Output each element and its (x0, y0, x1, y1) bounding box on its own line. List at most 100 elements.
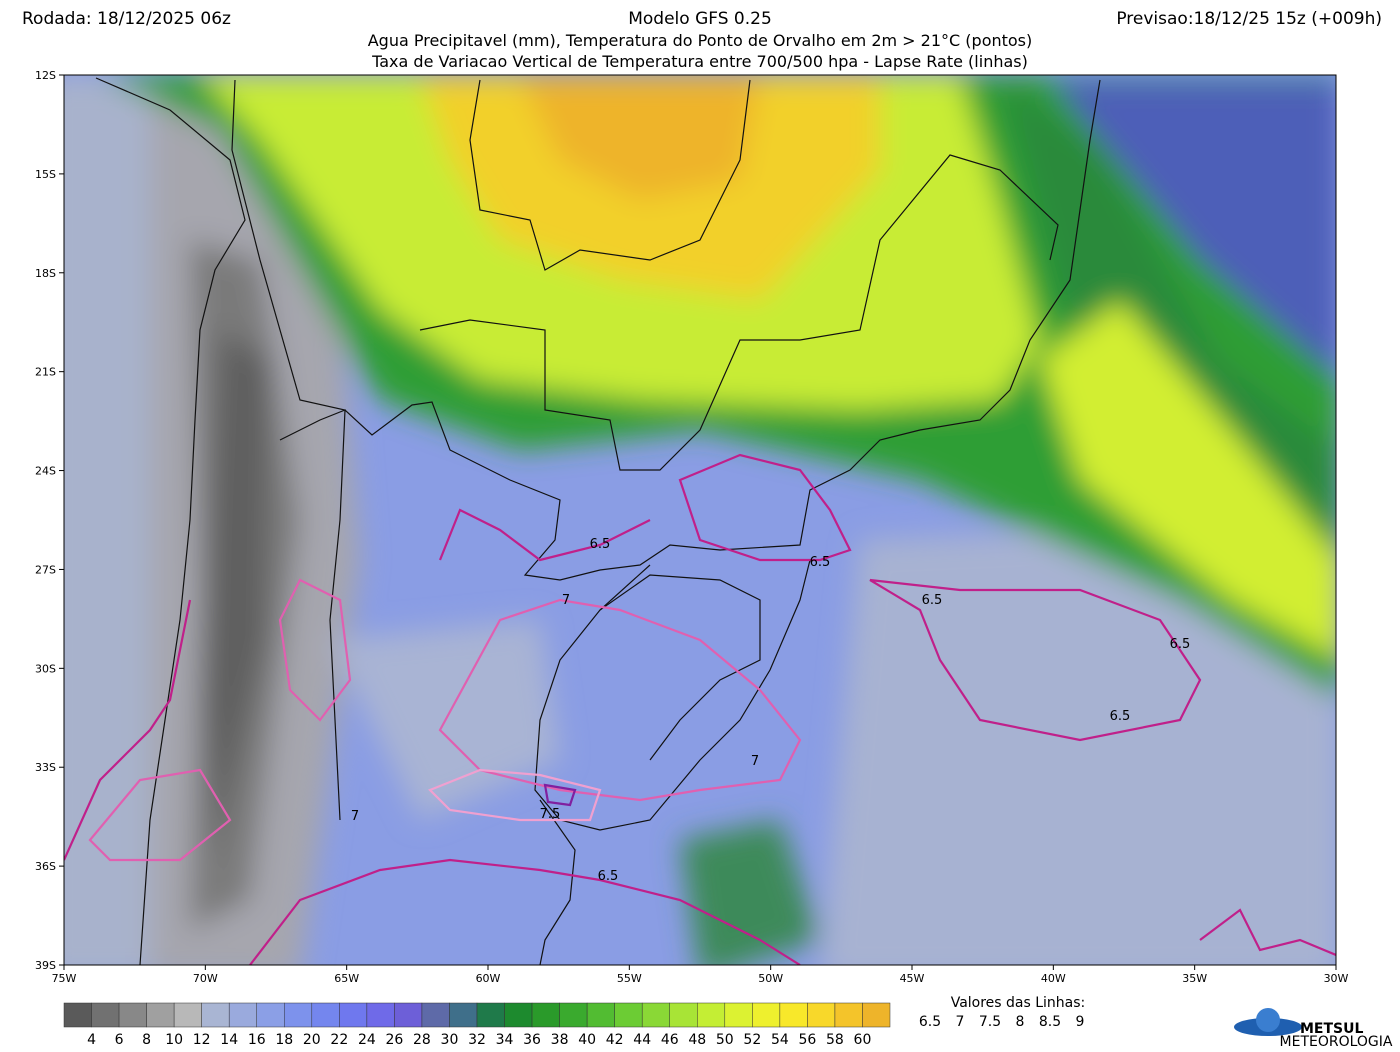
contour-label: 6.5 (1170, 637, 1191, 652)
colorbar-label: 4 (87, 1032, 96, 1048)
line-legend-value: 7 (956, 1014, 965, 1030)
logo: METSUL METEOROLOGIA (1234, 1008, 1393, 1050)
lon-label: 75W (52, 972, 77, 985)
colorbar-label: 38 (551, 1032, 569, 1048)
line-legend-value: 9 (1076, 1014, 1085, 1030)
colorbar-label: 42 (606, 1032, 624, 1048)
colorbar-swatch (834, 1002, 863, 1028)
line-legend-value: 7.5 (979, 1014, 1001, 1030)
colorbar-label: 50 (716, 1032, 734, 1048)
borders (95, 77, 1101, 965)
lat-label: 36S (35, 860, 56, 873)
colorbar-swatch (862, 1002, 891, 1028)
contour-label: 6.5 (922, 593, 943, 608)
colorbar-label: 6 (115, 1032, 124, 1048)
colorbar-swatch (284, 1002, 313, 1028)
colorbar-swatch (641, 1002, 670, 1028)
colorbar-swatch (201, 1002, 230, 1028)
colorbar-label: 36 (523, 1032, 541, 1048)
lat-label: 21S (35, 366, 56, 379)
colorbar-label: 24 (358, 1032, 376, 1048)
colorbar-swatch (779, 1002, 808, 1028)
colorbar-label: 58 (826, 1032, 844, 1048)
line-legend-value: 6.5 (919, 1014, 941, 1030)
lat-label: 12S (35, 69, 56, 82)
lon-label: 35W (1182, 972, 1207, 985)
colorbar-label: 18 (275, 1032, 293, 1048)
model-name: Modelo GFS 0.25 (628, 9, 772, 29)
colorbar-label: 8 (142, 1032, 151, 1048)
lon-label: 50W (758, 972, 783, 985)
logo-name: METSUL (1300, 1021, 1363, 1037)
run-time: Rodada: 18/12/2025 06z (22, 9, 231, 29)
contour-label: 7 (562, 593, 570, 608)
contour-label: 6.5 (598, 869, 619, 884)
colorbar-label: 12 (193, 1032, 211, 1048)
contour-label: 6.5 (1110, 709, 1131, 724)
colorbar-swatch (669, 1002, 698, 1028)
colorbar-swatch (63, 1002, 92, 1028)
colorbar-swatch (559, 1002, 588, 1028)
contour-label: 7 (751, 754, 759, 769)
colorbar-swatch (118, 1002, 147, 1028)
colorbar-swatch (807, 1002, 836, 1028)
lon-label: 30W (1324, 972, 1349, 985)
colorbar-label: 40 (578, 1032, 596, 1048)
lat-label: 30S (35, 662, 56, 675)
lon-label: 45W (900, 972, 925, 985)
subtitle: Agua Precipitavel (mm), Temperatura do P… (368, 31, 1033, 50)
colorbar-label: 32 (468, 1032, 486, 1048)
map-frame (63, 74, 1337, 966)
colorbar-swatch (531, 1002, 560, 1028)
colorbar-label: 44 (633, 1032, 651, 1048)
colorbar-label: 60 (854, 1032, 872, 1048)
colorbar-swatch (228, 1002, 257, 1028)
colorbar-swatch (504, 1002, 533, 1028)
colorbar-swatch (476, 1002, 505, 1028)
lat-label: 33S (35, 761, 56, 774)
lon-label: 40W (1041, 972, 1066, 985)
subtitle: Taxa de Variacao Vertical de Temperatura… (371, 52, 1028, 71)
colorbar-swatch (586, 1002, 615, 1028)
lat-label: 39S (35, 959, 56, 972)
lon-label: 60W (476, 972, 501, 985)
line-legend-value: 8.5 (1039, 1014, 1061, 1030)
colorbar-swatch (146, 1002, 175, 1028)
colorbar-swatch (394, 1002, 423, 1028)
map: 6.5 6.5 6.5 6.5 6.5 7 7 7 7.5 6.5 (64, 75, 1336, 965)
colorbar-swatch (614, 1002, 643, 1028)
colorbar-label: 30 (441, 1032, 459, 1048)
line-legend-title: Valores das Linhas: (951, 995, 1086, 1011)
contour-label: 6.5 (810, 555, 831, 570)
colorbar-swatch (366, 1002, 395, 1028)
lat-label: 27S (35, 563, 56, 576)
lat-label: 24S (35, 465, 56, 478)
colorbar-swatch (173, 1002, 202, 1028)
contour-label: 7 (351, 809, 359, 824)
colorbar-label: 34 (496, 1032, 514, 1048)
colorbar-swatch (724, 1002, 753, 1028)
colorbar-label: 46 (661, 1032, 679, 1048)
lapse-rate-lines (64, 453, 1336, 965)
forecast-time: Previsao:18/12/25 15z (+009h) (1116, 9, 1382, 29)
colorbar-swatch (256, 1002, 285, 1028)
colorbar-label: 10 (165, 1032, 183, 1048)
colorbar-label: 14 (220, 1032, 238, 1048)
colorbar-label: 56 (798, 1032, 816, 1048)
contour-label: 6.5 (590, 537, 611, 552)
colorbar-label: 28 (413, 1032, 431, 1048)
colorbar-swatch (449, 1002, 478, 1028)
colorbar-label: 52 (743, 1032, 761, 1048)
colorbar-label: 20 (303, 1032, 321, 1048)
colorbar-label: 48 (688, 1032, 706, 1048)
colorbar-label: 26 (385, 1032, 403, 1048)
colorbar-swatch (421, 1002, 450, 1028)
colorbar-swatch (339, 1002, 368, 1028)
colorbar-label: 22 (330, 1032, 348, 1048)
colorbar-label: 54 (771, 1032, 789, 1048)
logo-tagline: METEOROLOGIA (1280, 1034, 1393, 1050)
colorbar-swatch (752, 1002, 781, 1028)
lon-label: 70W (193, 972, 218, 985)
lon-label: 65W (334, 972, 359, 985)
